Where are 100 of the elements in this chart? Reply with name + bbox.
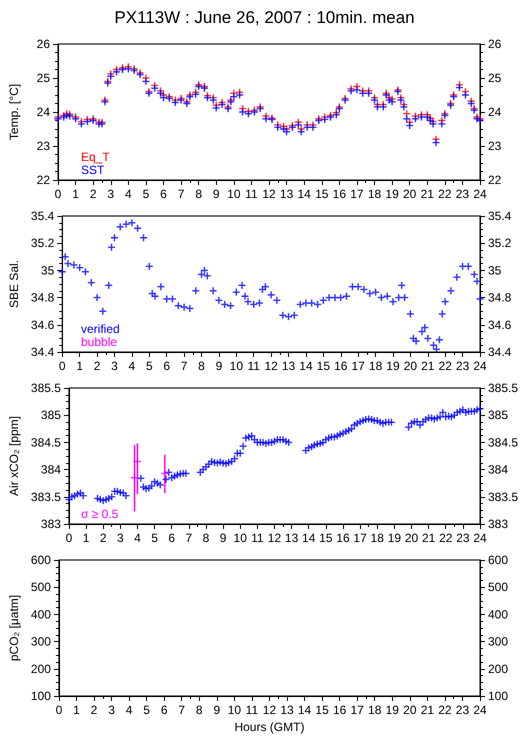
x-tick-label: 20 bbox=[404, 531, 418, 545]
x-tick-label: 6 bbox=[163, 359, 170, 373]
x-tick-label: 24 bbox=[473, 187, 487, 201]
x-tick-label: 12 bbox=[264, 359, 278, 373]
x-tick-label: 7 bbox=[178, 703, 186, 717]
y-tick-label: 35.4 bbox=[30, 209, 55, 223]
y-tick-label: 23 bbox=[36, 139, 50, 153]
x-tick-label: 22 bbox=[439, 531, 453, 545]
x-tick-label: 3 bbox=[107, 187, 114, 201]
x-tick-label: 13 bbox=[280, 187, 294, 201]
x-tick-label: 13 bbox=[284, 531, 299, 545]
x-tick-label: 9 bbox=[220, 531, 227, 545]
y2-tick-label: 35.2 bbox=[488, 236, 512, 250]
x-tick-label: 18 bbox=[368, 187, 382, 201]
x-tick-label: 12 bbox=[268, 531, 282, 545]
x-tick-label: 7 bbox=[178, 187, 185, 201]
x-tick-label: 5 bbox=[143, 703, 150, 717]
y-tick-label: 383 bbox=[40, 517, 62, 531]
x-tick-label: 4 bbox=[134, 531, 142, 545]
y-tick-label: 500 bbox=[30, 580, 52, 594]
x-tick-label: 7 bbox=[180, 359, 188, 373]
x-tick-label: 15 bbox=[315, 703, 330, 717]
y-tick-label: 35.2 bbox=[30, 236, 55, 250]
y-tick-label: 25 bbox=[36, 71, 50, 85]
x-tick-label: 22 bbox=[438, 703, 452, 717]
y-tick-label: 34.8 bbox=[30, 290, 55, 305]
y-tick-label: 384.5 bbox=[30, 435, 62, 450]
x-tick-label: 8 bbox=[196, 703, 203, 717]
x-tick-label: 15 bbox=[316, 359, 330, 373]
x-tick-label: 11 bbox=[245, 187, 258, 201]
x-tick-label: 21 bbox=[421, 359, 435, 373]
x-tick-label: 17 bbox=[351, 359, 366, 373]
point bbox=[134, 458, 141, 465]
y2-tick-label: 385 bbox=[488, 408, 508, 422]
x-tick-label: 20 bbox=[404, 359, 418, 373]
y2-tick-label: 384.5 bbox=[488, 435, 518, 450]
x-tick-label: 14 bbox=[297, 187, 312, 201]
x-tick-label: 22 bbox=[438, 359, 452, 373]
x-tick-label: 15 bbox=[319, 531, 333, 545]
text: σ ≥ 0.5 bbox=[81, 507, 119, 521]
x-tick-label: 18 bbox=[368, 359, 383, 373]
x-tick-label: 10 bbox=[234, 531, 248, 545]
text: Eq_T bbox=[81, 150, 110, 164]
y-axis-title: Air xCO₂ [ppm] bbox=[7, 416, 21, 496]
x-tick-label: 19 bbox=[386, 703, 400, 717]
x-tick-label: 2 bbox=[90, 187, 97, 201]
x-tick-label: 14 bbox=[302, 531, 316, 545]
x-axis-title: Hours (GMT) bbox=[234, 720, 304, 734]
x-tick-label: 0 bbox=[54, 187, 62, 201]
x-tick-label: 23 bbox=[456, 359, 470, 373]
x-tick-label: 5 bbox=[146, 359, 153, 373]
point bbox=[161, 470, 168, 477]
x-tick-label: 1 bbox=[73, 703, 80, 717]
x-tick-label: 10 bbox=[228, 703, 242, 717]
x-tick-label: 5 bbox=[142, 187, 150, 201]
y2-tick-label: 22 bbox=[488, 173, 502, 187]
y2-tick-label: 26 bbox=[488, 37, 502, 51]
x-tick-label: 11 bbox=[246, 703, 258, 717]
x-tick-label: 2 bbox=[94, 359, 101, 373]
y2-tick-label: 300 bbox=[488, 634, 508, 649]
x-tick-label: 11 bbox=[247, 359, 260, 373]
x-tick-label: 3 bbox=[111, 359, 118, 373]
x-tick-label: 5 bbox=[151, 531, 158, 545]
x-tick-label: 19 bbox=[386, 359, 400, 373]
x-tick-label: 19 bbox=[388, 531, 402, 545]
x-tick-label: 22 bbox=[438, 187, 452, 201]
y-axis-title: pCO₂ [μatm] bbox=[7, 594, 21, 662]
x-tick-label: 6 bbox=[168, 531, 176, 545]
y-tick-label: 385 bbox=[40, 408, 62, 422]
y-tick-label: 35 bbox=[40, 263, 55, 278]
x-tick-label: 16 bbox=[334, 359, 348, 373]
x-tick-label: 7 bbox=[185, 531, 192, 545]
y2-tick-label: 400 bbox=[488, 607, 508, 622]
y-tick-label: 385.5 bbox=[30, 381, 62, 395]
y-tick-label: 24 bbox=[36, 105, 50, 119]
y-tick-label: 22 bbox=[36, 173, 50, 187]
x-tick-label: 16 bbox=[336, 531, 350, 545]
x-tick-label: 19 bbox=[385, 187, 400, 201]
point bbox=[131, 474, 138, 482]
x-tick-label: 8 bbox=[195, 187, 202, 201]
y-tick-label: 383.5 bbox=[30, 490, 62, 504]
y2-tick-label: 35.4 bbox=[488, 209, 512, 223]
x-tick-label: 9 bbox=[212, 187, 220, 201]
x-tick-label: 1 bbox=[72, 187, 80, 201]
y2-tick-label: 500 bbox=[488, 580, 508, 594]
y-tick-label: 384 bbox=[40, 462, 62, 477]
x-tick-label: 6 bbox=[160, 703, 168, 717]
legend-label: bubble bbox=[81, 335, 118, 349]
x-tick-label: 6 bbox=[160, 187, 168, 201]
y-tick-label: 200 bbox=[30, 662, 52, 676]
x-tick-label: 10 bbox=[227, 187, 241, 201]
y2-tick-label: 385.5 bbox=[488, 381, 518, 395]
y2-tick-label: 23 bbox=[488, 139, 502, 153]
x-tick-label: 15 bbox=[315, 187, 329, 201]
x-tick-label: 14 bbox=[299, 359, 313, 373]
x-tick-label: 0 bbox=[58, 359, 66, 373]
x-tick-label: 17 bbox=[350, 703, 364, 717]
x-tick-label: 21 bbox=[422, 531, 436, 545]
x-tick-label: 18 bbox=[370, 531, 384, 545]
x-tick-label: 0 bbox=[56, 703, 63, 717]
